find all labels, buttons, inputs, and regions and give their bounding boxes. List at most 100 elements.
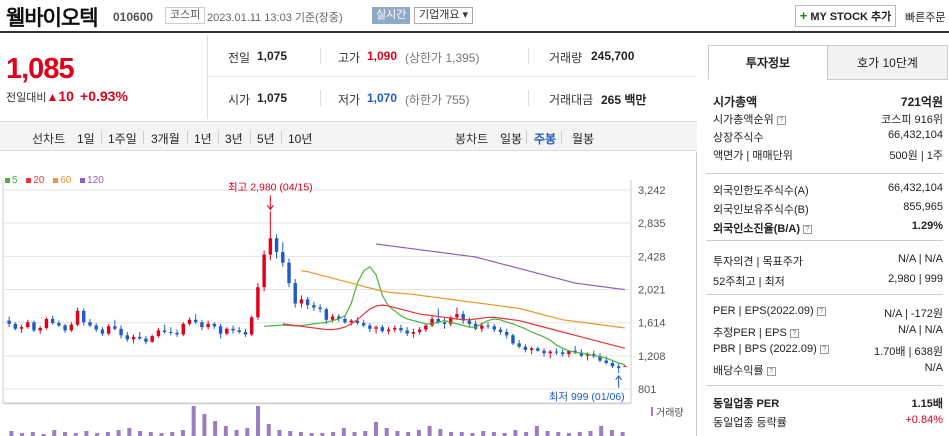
candle-body (249, 317, 254, 335)
candle-body (455, 314, 459, 318)
quick-order-button[interactable]: 빠른주문 (905, 12, 946, 24)
candle-body (430, 318, 434, 326)
period-3m[interactable]: 3개월 (151, 132, 180, 146)
help-icon[interactable]: ? (766, 366, 776, 376)
volume-bar (245, 428, 250, 436)
y-tick-label: 2,835 (638, 218, 666, 230)
candle-body (312, 305, 316, 308)
candle-body (536, 348, 540, 351)
volume-bar (288, 431, 293, 436)
ma-line-5 (264, 265, 626, 366)
help-icon[interactable]: ? (789, 328, 799, 338)
candle-weekly[interactable]: 주봉 (534, 132, 557, 146)
volume-legend-mark (651, 407, 653, 416)
candle-daily[interactable]: 일봉 (500, 132, 523, 146)
candle-body (492, 326, 496, 330)
candle-body (560, 352, 565, 355)
volume-bar (138, 431, 143, 436)
volume-bar (416, 430, 421, 436)
low-arrow-head (615, 375, 623, 381)
candle-body (567, 350, 571, 355)
candle-body (299, 299, 304, 304)
candle-body (616, 366, 621, 368)
candle-body (529, 348, 534, 350)
invest-info-panel: 투자정보 호가 10단계 시가총액 721억원 시가총액순위? 코스피 916위 상… (697, 35, 949, 436)
volume-bar (41, 434, 46, 436)
company-name: 웰바이오텍 (6, 7, 99, 30)
help-icon[interactable]: ? (776, 115, 786, 125)
volume-bar (609, 430, 614, 436)
candle-body (623, 365, 627, 367)
period-5y[interactable]: 5년 (257, 132, 275, 146)
realtime-button[interactable]: 실시간 (372, 7, 411, 24)
period-1w[interactable]: 1주일 (108, 132, 137, 146)
candle-body (144, 338, 148, 342)
volume-bar (491, 432, 496, 436)
volume-bar (170, 432, 175, 436)
candle-body (125, 335, 130, 340)
candle-body (305, 299, 310, 306)
candle-body (467, 320, 472, 324)
volume: 245,700 (591, 49, 635, 63)
volume-bar (213, 421, 218, 436)
period-1y[interactable]: 1년 (194, 132, 212, 146)
candle-body (399, 327, 403, 331)
volume-bar (159, 433, 164, 436)
prev-close: 1,075 (257, 49, 288, 63)
candle-body (424, 325, 428, 330)
price-stats: 전일 1,075 고가 1,090 (상한가 1,395) 거래량 245,70… (207, 35, 697, 119)
volume-bar (20, 433, 25, 436)
candle-body (75, 310, 80, 325)
volume-bar (62, 432, 67, 436)
candle-body (175, 332, 179, 335)
candle-body (393, 327, 397, 330)
help-icon[interactable]: ? (803, 224, 812, 234)
volume-bar (84, 431, 89, 436)
candlestick-chart[interactable]: 3,242 2,835 2,428 2,021 1,614 1,208 801 최고 2,98… (0, 152, 696, 436)
volume-bar (191, 406, 196, 436)
candle-body (274, 238, 279, 253)
candle-body (169, 332, 173, 334)
candle-body (604, 360, 608, 363)
candle-body (287, 262, 291, 284)
price-change: 전일대비▲10 +0.93% (6, 88, 128, 104)
ma-line-120 (376, 243, 625, 291)
candle-body (337, 316, 341, 319)
y-tick-label: 2,021 (638, 285, 666, 297)
up-arrow-icon: ▲ (46, 90, 59, 104)
volume-bar (116, 430, 121, 436)
volume-bar (298, 432, 303, 436)
candle-body (386, 329, 391, 332)
volume-bar (223, 426, 228, 436)
tab-invest-info[interactable]: 투자정보 (708, 45, 828, 80)
candle-body (598, 356, 602, 361)
y-tick-label: 1,614 (638, 318, 666, 330)
help-icon[interactable]: ? (816, 306, 826, 316)
candle-body (162, 330, 167, 333)
help-icon[interactable]: ? (819, 344, 829, 354)
candle-body (231, 328, 235, 331)
candle-monthly[interactable]: 월봉 (572, 132, 595, 146)
ma-legend: 5 20 60 120 (5, 175, 110, 186)
candle-body (100, 329, 105, 334)
volume-bar (384, 428, 389, 436)
candle-body (237, 330, 241, 333)
candle-body (156, 330, 161, 337)
period-3y[interactable]: 3년 (225, 132, 243, 146)
period-10y[interactable]: 10년 (288, 132, 313, 146)
candle-body (436, 318, 441, 323)
volume-bar (588, 431, 593, 436)
volume-bar (127, 428, 132, 436)
y-tick-label: 801 (638, 384, 656, 396)
candle-body (461, 314, 465, 321)
mystock-add-button[interactable]: + MY STOCK 추가 (795, 5, 896, 27)
volume-bar (556, 432, 561, 436)
candle-body (330, 316, 335, 320)
candle-body (212, 323, 217, 327)
volume-bar (481, 431, 486, 436)
period-1d[interactable]: 1일 (77, 132, 95, 146)
volume-bar (427, 426, 432, 436)
company-overview-dropdown[interactable]: 기업개요 ▾ (414, 7, 474, 24)
candle-body (449, 317, 453, 324)
tab-hoga[interactable]: 호가 10단계 (827, 45, 948, 80)
